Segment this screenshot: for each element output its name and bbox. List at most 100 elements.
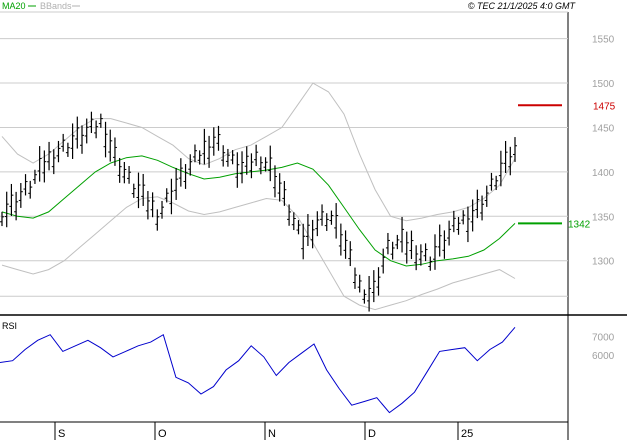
price-bar	[409, 230, 414, 260]
price-bar	[489, 172, 494, 191]
price-tick-label: 1350	[592, 212, 615, 223]
price-bar	[127, 165, 132, 184]
price-bar	[183, 164, 188, 189]
price-bar	[282, 180, 287, 206]
price-bar	[221, 145, 226, 167]
price-bar	[272, 165, 277, 198]
price-bar	[47, 141, 52, 171]
price-bar	[437, 224, 442, 257]
price-bar	[414, 245, 419, 271]
price-bar	[385, 232, 390, 255]
price-bar	[461, 210, 466, 225]
price-bar	[94, 120, 99, 139]
price-bar	[334, 203, 339, 239]
price-bar	[174, 167, 179, 200]
price-bar	[423, 243, 428, 262]
x-tick-label: O	[158, 428, 167, 440]
price-bar	[277, 173, 282, 202]
price-tick-label: 1450	[592, 123, 615, 134]
price-bar	[103, 121, 108, 158]
x-tick-label: D	[368, 428, 376, 440]
price-bar	[249, 153, 254, 179]
price-tick-label: 1550	[592, 35, 615, 46]
price-bar	[188, 154, 193, 176]
legend-bbands: BBands	[40, 1, 72, 11]
price-bar	[136, 172, 141, 209]
price-bar	[381, 248, 386, 274]
copyright-text: © TEC 21/1/2025 4:0 GMT	[468, 1, 577, 11]
legend-ma20: MA20	[2, 1, 26, 11]
price-bar	[117, 157, 122, 183]
x-tick-label: 25	[461, 428, 473, 440]
price-bar	[192, 144, 197, 163]
price-bar	[291, 212, 296, 231]
price-bar	[32, 169, 37, 184]
price-bar	[296, 220, 301, 235]
price-bar	[451, 210, 456, 233]
price-bar	[4, 191, 9, 228]
price-bar	[442, 230, 447, 259]
price-bar	[428, 256, 433, 271]
x-tick-label: N	[268, 428, 276, 440]
price-bar	[404, 231, 409, 264]
price-bar	[352, 267, 357, 289]
price-bar	[145, 190, 150, 220]
price-bar	[465, 206, 470, 243]
price-bar	[98, 113, 103, 128]
price-bar	[508, 146, 513, 176]
price-bar	[343, 230, 348, 259]
price-bar	[376, 267, 381, 296]
price-bar	[315, 211, 320, 237]
support-label: 1342	[568, 219, 591, 230]
price-tick-label: 1400	[592, 168, 615, 179]
price-bar	[371, 270, 376, 303]
price-bar	[150, 192, 155, 218]
price-bar	[301, 223, 306, 260]
price-bar	[65, 142, 70, 157]
price-bar	[503, 140, 508, 173]
price-bar	[287, 204, 292, 226]
price-bar	[131, 183, 136, 198]
price-bar	[480, 195, 485, 221]
price-bar	[456, 217, 461, 235]
price-bar	[164, 188, 169, 203]
price-bar	[395, 234, 400, 250]
price-bar	[484, 185, 489, 207]
price-bar	[112, 137, 117, 166]
price-bar	[254, 144, 259, 167]
price-bar	[18, 183, 23, 208]
bband-upper	[1, 82, 516, 222]
price-bar	[324, 213, 329, 231]
price-bar	[61, 133, 66, 152]
bband-lower	[1, 196, 516, 311]
price-tick-label: 1300	[592, 257, 615, 268]
price-bar	[338, 223, 343, 256]
price-bar	[216, 125, 221, 151]
price-bar	[447, 220, 452, 246]
price-bar	[470, 199, 475, 232]
price-bar	[305, 214, 310, 246]
price-bar	[23, 174, 28, 196]
price-bar	[141, 173, 146, 206]
price-bar	[367, 275, 372, 312]
price-bar	[0, 211, 4, 227]
price-bar	[329, 210, 334, 225]
price-bar	[357, 274, 362, 293]
price-bar	[258, 156, 263, 175]
price-bar	[230, 150, 235, 165]
price-bar	[432, 234, 437, 270]
x-tick-label: S	[58, 428, 65, 440]
rsi-tick-label: 7000	[592, 333, 615, 344]
price-bar	[320, 204, 325, 226]
price-bar	[37, 146, 42, 182]
price-bar	[56, 140, 61, 163]
resistance-label: 1475	[593, 101, 616, 112]
price-bar	[70, 123, 75, 159]
price-bar	[75, 116, 80, 149]
price-bar	[494, 175, 499, 191]
price-bar	[28, 180, 33, 199]
price-bar	[122, 161, 127, 184]
price-bar	[513, 137, 517, 162]
